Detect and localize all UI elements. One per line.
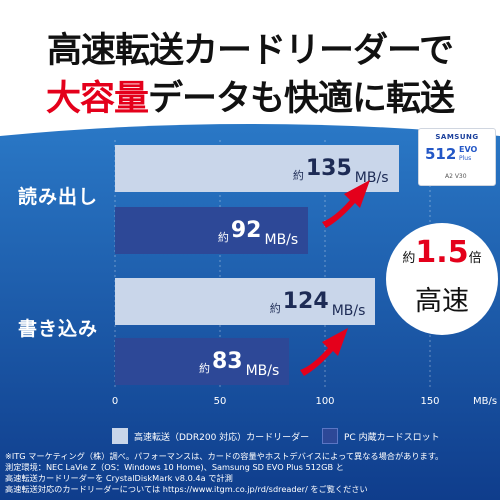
- card-marks-text: A2 V30: [445, 173, 467, 180]
- bar-value-prefix: 約: [292, 169, 304, 182]
- headline-highlight-capacity: 大容量: [45, 79, 149, 119]
- footnote-2: 測定環境：NEC LaVie Z（OS：Windows 10 Home)、Sam…: [5, 462, 344, 472]
- bar-value-label: 83: [211, 349, 243, 374]
- x-tick-label-150: 150: [420, 396, 440, 407]
- x-tick-label-0: 0: [111, 396, 119, 407]
- bar-value-prefix: 約: [198, 362, 210, 375]
- speedup-suffix: 倍: [468, 251, 482, 266]
- headline-line-1: 高速転送カードリーダーで: [47, 31, 454, 71]
- card-capacity-text: 512: [425, 145, 457, 163]
- sd-card-image: SAMSUNG 512 EVO Plus A2 V30: [418, 128, 496, 186]
- bar-read-fast: 約 135 MB/s: [115, 145, 399, 192]
- increase-arrow-read: [322, 180, 370, 228]
- legend-label-pc: PC 内蔵カードスロット: [344, 433, 440, 443]
- card-brand-text: SAMSUNG: [435, 133, 479, 141]
- footnote-3: 高速転送カードリーダーを CrystalDiskMark v8.0.4a で計測: [5, 473, 233, 483]
- headline-data-text: データ: [147, 79, 251, 119]
- footnote-1: ※ITG マーケティング（株）調べ。パフォーマンスは、カードの容量やホストデバイ…: [5, 451, 444, 461]
- card-model-text: EVO: [459, 145, 478, 154]
- increase-arrow-write: [300, 328, 348, 376]
- bar-value-unit: MB/s: [354, 170, 389, 186]
- speedup-value: 1.5: [415, 235, 469, 270]
- legend-swatch-pc: [322, 428, 338, 444]
- x-axis-unit: MB/s: [473, 396, 498, 407]
- bar-write-pc: 約 83 MB/s: [115, 338, 290, 385]
- legend-swatch-fast: [112, 428, 128, 444]
- bar-value-prefix: 約: [217, 231, 229, 244]
- bar-value-unit: MB/s: [245, 363, 280, 379]
- bar-value-unit: MB/s: [331, 303, 366, 319]
- chart-legend: 高速転送（DDR200 対応）カードリーダー PC 内蔵カードスロット: [0, 420, 500, 448]
- speedup-label: 高速: [415, 286, 469, 317]
- card-model-sub-text: Plus: [459, 155, 472, 162]
- category-label-write: 書き込み: [18, 318, 99, 340]
- headline-rest-text: も快適に転送: [250, 79, 455, 119]
- x-tick-label-50: 50: [213, 396, 227, 407]
- speedup-badge: 約1.5倍 高速: [386, 223, 498, 335]
- category-label-read: 読み出し: [18, 186, 99, 208]
- bar-value-prefix: 約: [269, 302, 281, 315]
- bar-value-label: 92: [230, 218, 262, 243]
- speedup-prefix: 約: [402, 251, 416, 266]
- bar-value-label: 135: [305, 156, 352, 181]
- footnote-4: 高速転送対応のカードリーダーについては https://www.itgm.co.…: [5, 484, 368, 494]
- bar-value-unit: MB/s: [264, 232, 299, 248]
- bar-read-pc: 約 92 MB/s: [115, 207, 309, 254]
- headline-line-2: 大容量データも快適に転送: [0, 70, 500, 121]
- speedup-value-line: 約1.5倍: [386, 235, 498, 270]
- bar-value-label: 124: [282, 289, 329, 314]
- bar-write-fast: 約 124 MB/s: [115, 278, 376, 325]
- legend-label-fast: 高速転送（DDR200 対応）カードリーダー: [134, 433, 310, 443]
- x-tick-label-100: 100: [315, 396, 335, 407]
